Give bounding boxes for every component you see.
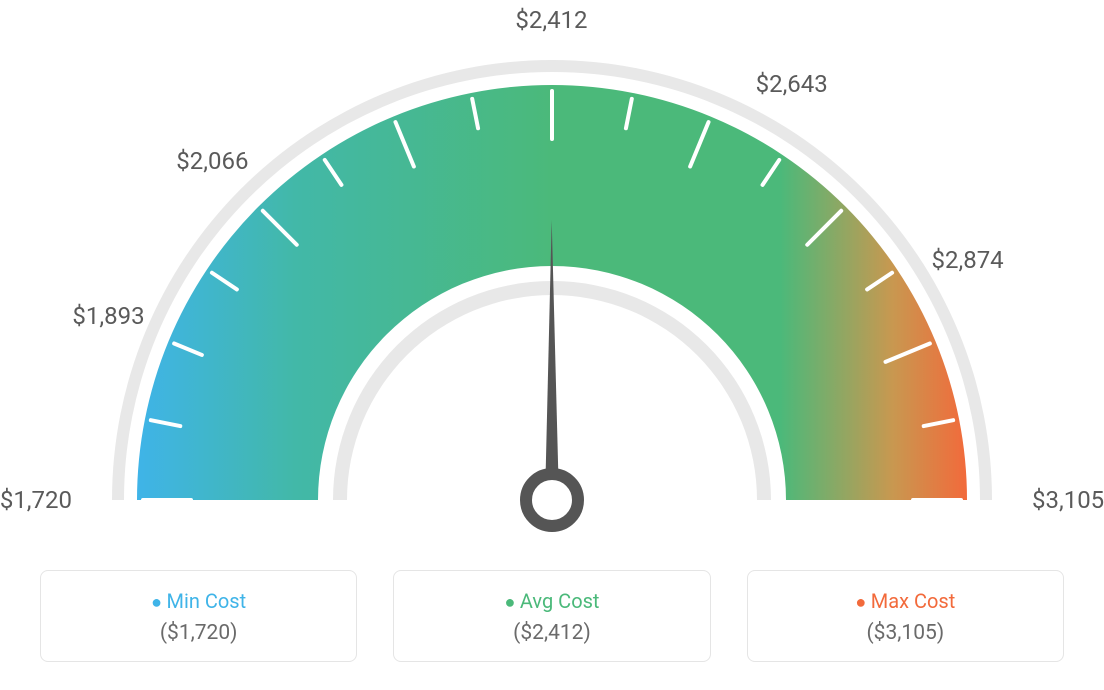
gauge-tick-label: $1,893	[72, 302, 144, 330]
legend-card-avg: Avg Cost ($2,412)	[393, 570, 710, 662]
legend-row: Min Cost ($1,720) Avg Cost ($2,412) Max …	[0, 570, 1104, 662]
legend-avg-value: ($2,412)	[394, 621, 709, 645]
legend-card-min: Min Cost ($1,720)	[40, 570, 357, 662]
legend-card-max: Max Cost ($3,105)	[747, 570, 1064, 662]
legend-max-label: Max Cost	[748, 589, 1063, 613]
legend-min-label: Min Cost	[41, 589, 356, 613]
gauge-chart: $1,720 $1,893 $2,066 $2,412 $2,643 $2,874 $3,1…	[0, 0, 1104, 560]
gauge-tick-label: $2,643	[756, 70, 828, 98]
legend-min-value: ($1,720)	[41, 621, 356, 645]
gauge-needle-hub	[526, 474, 578, 526]
gauge-tick-label: $3,105	[1032, 486, 1104, 514]
gauge-tick-label: $1,720	[0, 486, 72, 514]
gauge-tick-label: $2,874	[932, 246, 1004, 274]
cost-gauge-infographic: $1,720 $1,893 $2,066 $2,412 $2,643 $2,874 $3,1…	[0, 0, 1104, 690]
legend-avg-label: Avg Cost	[394, 589, 709, 613]
gauge-tick-label: $2,066	[176, 147, 248, 175]
legend-max-value: ($3,105)	[748, 621, 1063, 645]
gauge-tick-label: $2,412	[515, 6, 587, 34]
gauge-svg	[0, 0, 1104, 560]
